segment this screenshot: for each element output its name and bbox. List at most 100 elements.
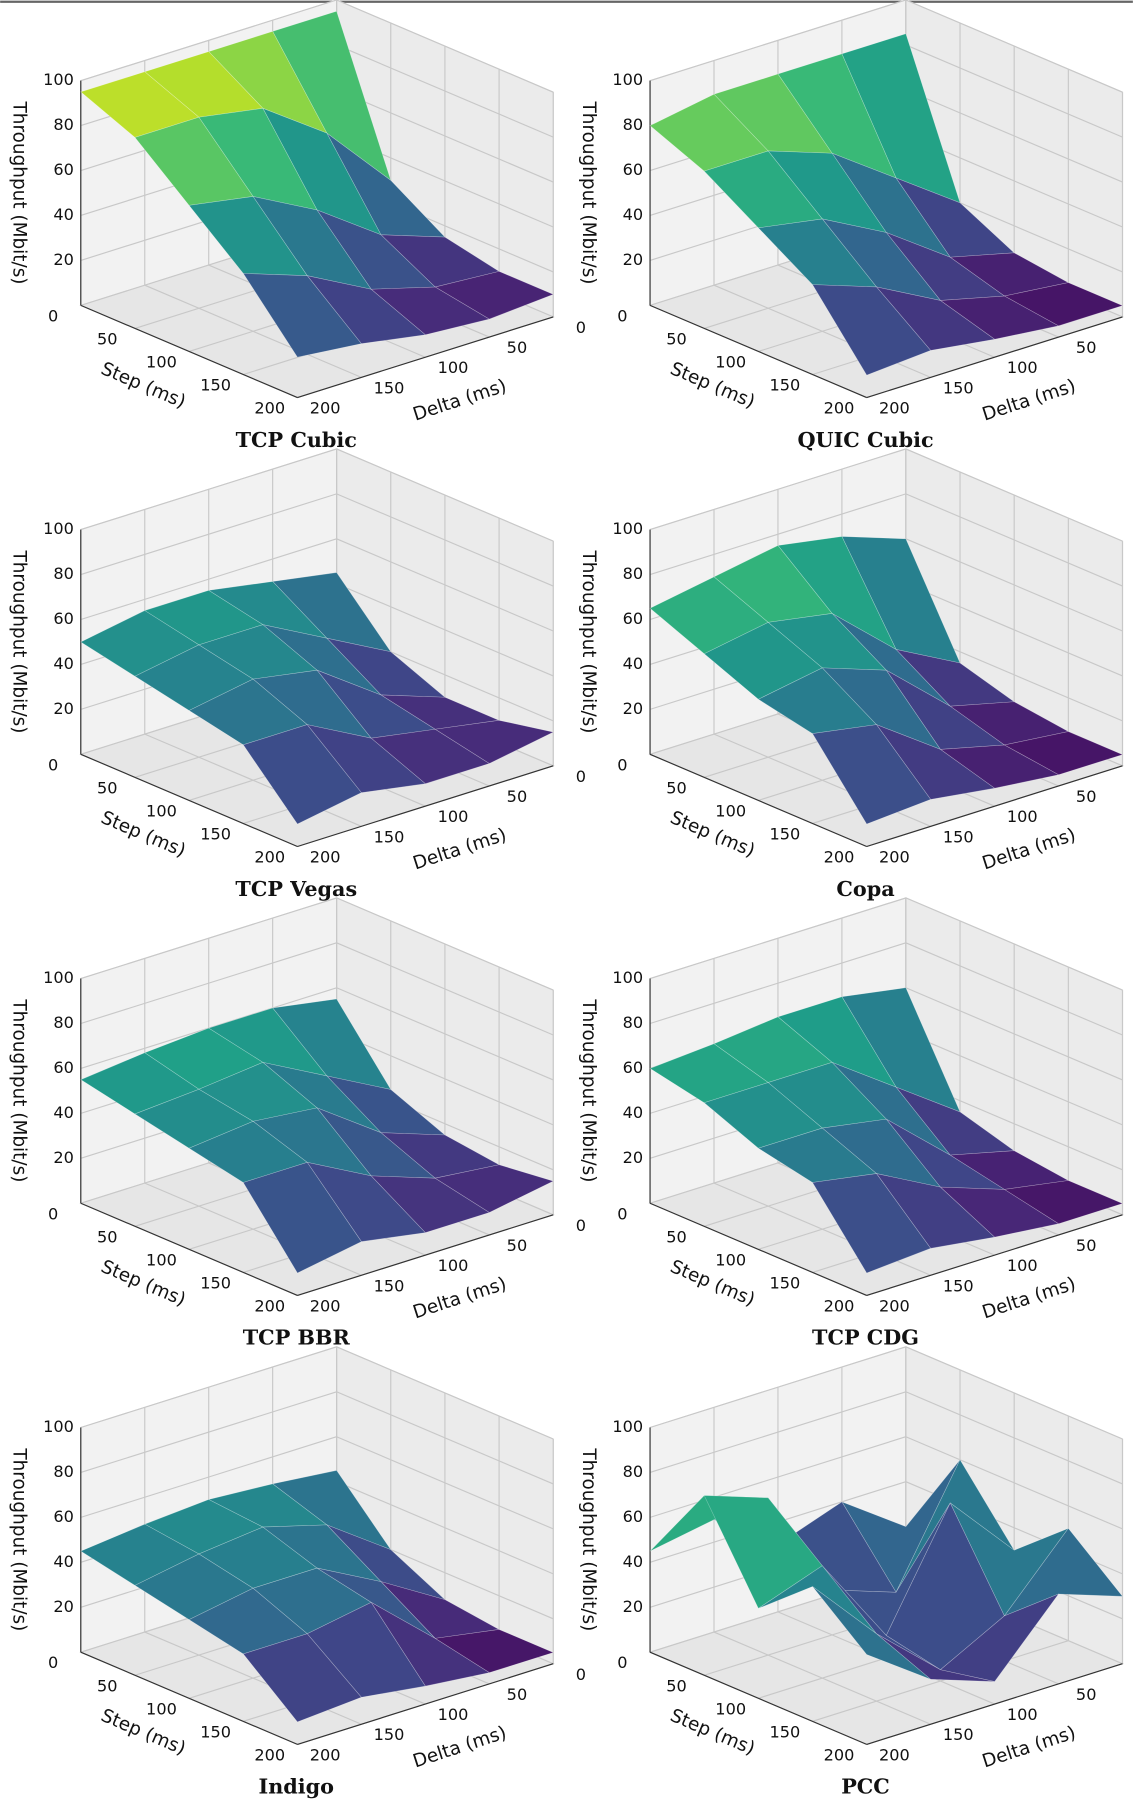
- y-axis-label: Delta (ms): [980, 825, 1079, 875]
- z-tick-label: 40: [623, 205, 644, 224]
- x-tick-label: 0: [617, 755, 627, 774]
- grid-line: [905, 583, 1123, 677]
- y-axis-label: Delta (ms): [980, 1722, 1079, 1772]
- x-tick-label: 50: [666, 778, 687, 797]
- y-tick-label: 50: [507, 787, 528, 806]
- y-tick-label: 150: [943, 378, 974, 397]
- y-tick-label: 200: [879, 399, 910, 418]
- panel-title: TCP BBR: [243, 1326, 351, 1350]
- x-tick-label: 0: [617, 1204, 627, 1223]
- grid-line: [905, 942, 1123, 1036]
- y-axis-label: Delta (ms): [410, 825, 509, 875]
- y-axis: [866, 1663, 1123, 1745]
- y-axis-label: Delta (ms): [410, 1273, 509, 1323]
- x-tick-label: 150: [200, 824, 231, 843]
- z-axis-label: Throughput (Mbit/s): [9, 998, 30, 1182]
- grid-line: [336, 1346, 554, 1440]
- z-axis-label: Throughput (Mbit/s): [9, 549, 30, 733]
- x-tick-label: 50: [97, 1676, 118, 1695]
- y-axis-label: Delta (ms): [980, 376, 1079, 426]
- z-tick-label: 40: [53, 654, 74, 673]
- panel: 0 50 100 150 200 0 50 100 150 200 20 40 60 80 100 Throu…: [9, 448, 586, 901]
- z-tick-label: 20: [53, 699, 74, 718]
- y-tick-label: 150: [943, 1276, 974, 1295]
- y-tick-label: 100: [1007, 358, 1038, 377]
- y-axis: [866, 765, 1123, 848]
- panel: 0 50 100 150 200 0 50 100 150 200 20 40 60 80 100 Throu…: [578, 448, 1125, 901]
- panel: 0 50 100 150 200 0 50 100 150 200 20 40 60 80 100 Throu…: [578, 1345, 1125, 1799]
- panel-title: Copa: [836, 877, 894, 901]
- grid-line: [905, 448, 1123, 542]
- grid-line: [905, 44, 1123, 138]
- panel-title: TCP Vegas: [235, 877, 357, 901]
- surface-patch: [812, 724, 932, 825]
- z-tick-label: 40: [53, 1552, 74, 1571]
- y-axis: [866, 1214, 1123, 1296]
- x-tick-label: 100: [715, 1250, 746, 1269]
- z-tick-label: 80: [623, 115, 644, 134]
- z-tick-label: 20: [623, 1597, 644, 1616]
- y-tick-label: 50: [1076, 787, 1097, 806]
- x-tick-label: 200: [254, 848, 285, 867]
- x-tick-label: 200: [254, 1745, 285, 1764]
- panel-title: Indigo: [259, 1775, 334, 1799]
- grid-line: [144, 1182, 362, 1276]
- y-axis-label: Delta (ms): [980, 1273, 1079, 1323]
- grid-line: [336, 89, 554, 183]
- z-tick-label: 100: [43, 70, 74, 89]
- z-tick-label: 100: [612, 968, 643, 987]
- z-tick-label: 80: [623, 1013, 644, 1032]
- grid-line: [336, 538, 554, 632]
- y-axis: [297, 1663, 554, 1745]
- y-tick-label: 0: [576, 318, 586, 337]
- x-tick-label: 200: [824, 1296, 855, 1315]
- x-tick-label: 200: [254, 1296, 285, 1315]
- x-axis: [80, 753, 298, 848]
- y-tick-label: 200: [310, 399, 341, 418]
- surface-patch: [242, 724, 362, 825]
- grid-line: [80, 448, 337, 531]
- x-tick-label: 150: [200, 376, 231, 395]
- z-axis-label: Throughput (Mbit/s): [578, 101, 599, 285]
- y-tick-label: 100: [438, 807, 469, 826]
- y-tick-label: 0: [576, 767, 586, 786]
- grid-line: [336, 493, 554, 587]
- y-tick-label: 200: [310, 848, 341, 867]
- y-tick-label: 200: [879, 848, 910, 867]
- z-axis-label: Throughput (Mbit/s): [9, 101, 30, 285]
- x-tick-label: 0: [617, 1653, 627, 1672]
- x-tick-label: 100: [146, 1250, 177, 1269]
- x-tick-label: 0: [48, 306, 58, 325]
- y-tick-label: 50: [507, 1236, 528, 1255]
- x-tick-label: 0: [617, 306, 627, 325]
- grid-line: [80, 493, 337, 576]
- grid-line: [649, 493, 907, 576]
- z-tick-label: 100: [43, 1417, 74, 1436]
- y-axis: [297, 765, 554, 848]
- x-tick-label: 200: [824, 848, 855, 867]
- x-tick-label: 150: [769, 376, 800, 395]
- panel-title: QUIC Cubic: [797, 428, 933, 452]
- surface-patch: [242, 1633, 362, 1723]
- y-tick-label: 150: [374, 1725, 405, 1744]
- panel: 0 50 100 150 200 0 50 100 150 200 20 40 60 80 100 Throu…: [9, 1345, 586, 1799]
- grid-line: [80, 1391, 337, 1473]
- z-tick-label: 60: [53, 609, 74, 628]
- grid-line: [905, 897, 1123, 991]
- x-tick-label: 150: [200, 1722, 231, 1741]
- grid-line: [80, 538, 337, 621]
- z-tick-label: 20: [623, 1148, 644, 1167]
- grid-line: [80, 1346, 337, 1429]
- y-axis: [297, 316, 554, 399]
- grid-line: [336, 44, 554, 138]
- grid-line: [905, 987, 1123, 1081]
- grid-line: [905, 0, 1123, 93]
- grid-line: [144, 733, 362, 827]
- x-tick-label: 150: [200, 1273, 231, 1292]
- z-tick-label: 60: [623, 160, 644, 179]
- grid-line: [336, 1391, 554, 1485]
- x-tick-label: 150: [769, 1722, 800, 1741]
- z-tick-label: 20: [53, 1597, 74, 1616]
